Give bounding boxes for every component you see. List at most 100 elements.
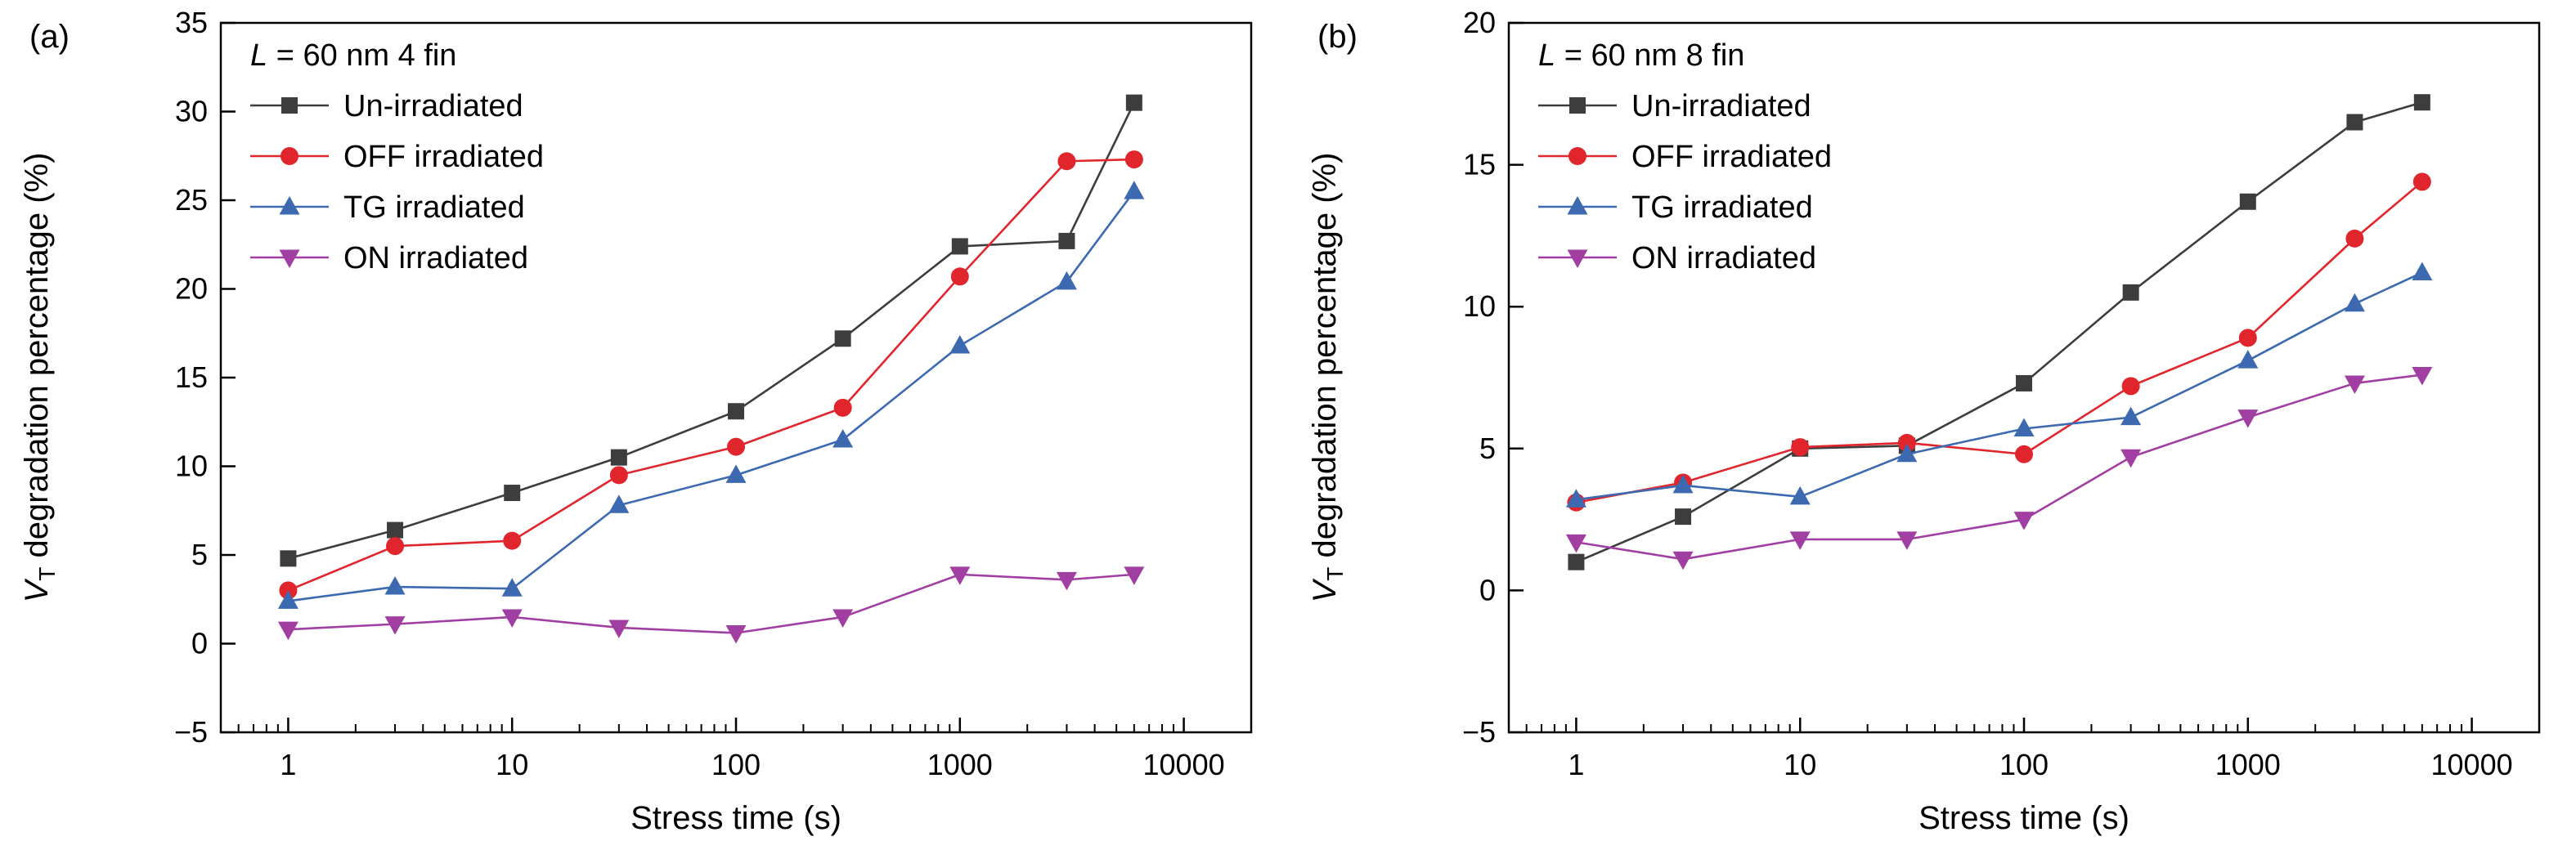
legend-label: ON irradiated [1631, 241, 1816, 275]
x-tick-label: 1000 [2215, 748, 2281, 781]
data-point [2412, 367, 2433, 386]
data-point [608, 494, 630, 513]
y-tick-label: 0 [1479, 573, 1496, 606]
data-point [1789, 485, 1811, 505]
data-point [503, 531, 522, 550]
legend-marker-triangle-down [279, 249, 300, 268]
y-tick-label: 25 [175, 183, 208, 217]
x-axis-label: Stress time (s) [1919, 800, 2129, 836]
data-point [1568, 553, 1585, 570]
series-tg-irradiated [1565, 262, 2433, 508]
legend-marker-circle [280, 147, 298, 165]
legend-label: OFF irradiated [343, 140, 544, 174]
data-point [2412, 262, 2433, 281]
y-tick-label: 0 [191, 627, 208, 660]
data-point [1057, 152, 1076, 171]
x-axis: 1 10 100 1000 10000 [220, 718, 1252, 781]
chart-panel-b: 1 10 100 1000 10000 −5 0 5 10 15 20 Stress time (s)… [1288, 0, 2576, 850]
legend: L = 60 nm 4 fin Un-irradiated OFF irradiat… [250, 38, 544, 275]
data-point [608, 620, 630, 638]
data-point [2015, 445, 2033, 463]
data-point [2345, 229, 2364, 248]
panel-label: (a) [29, 19, 70, 55]
data-point [277, 590, 298, 609]
series-off-irradiated [279, 150, 1143, 600]
data-point [727, 437, 745, 456]
data-point [1565, 489, 1586, 508]
data-point [951, 238, 968, 255]
chart-a-svg: 1 10 10 0 1000 10000 −5 0 5 10 15 20 25 30 35 Stress ti… [19, 6, 1253, 836]
chart-b-svg: 1 10 100 1000 10000 −5 0 5 10 15 20 Stress time (s)… [1307, 6, 2541, 836]
y-tick-label: 15 [1463, 148, 1496, 181]
legend-title: L = 60 nm 4 fin [250, 38, 456, 73]
x-tick-label: 1000 [927, 748, 993, 781]
panel-label: (b) [1317, 19, 1358, 55]
legend-marker-circle [1568, 147, 1586, 165]
data-point [2121, 377, 2140, 396]
data-point [725, 624, 747, 644]
legend: L = 60 nm 8 fin Un-irradiated OFF irradiat… [1538, 38, 1832, 275]
series-on-irradiated [1565, 367, 2433, 570]
data-point [1124, 181, 1145, 199]
data-point [949, 566, 971, 585]
data-point [833, 398, 852, 417]
legend-marker-square [1569, 97, 1586, 114]
data-point [1058, 232, 1075, 249]
x-axis: 1 10 100 1000 10000 [1508, 718, 2540, 781]
y-tick-label: 5 [191, 538, 208, 571]
data-point [2120, 406, 2142, 426]
data-point [1789, 531, 1811, 550]
series-on-irradiated [277, 566, 1145, 644]
data-point [1056, 571, 1077, 591]
data-point [950, 267, 969, 286]
y-axis: −5 0 5 10 15 20 25 30 35 [174, 6, 236, 749]
legend-marker-triangle-up [1567, 196, 1588, 215]
legend-label: Un-irradiated [1631, 89, 1811, 123]
y-tick-label: 20 [175, 272, 208, 306]
y-tick-label: 30 [175, 95, 208, 128]
data-point [1896, 443, 1918, 463]
legend-marker-triangle-down [1567, 249, 1588, 268]
data-point [277, 621, 298, 641]
y-tick-label: 10 [1463, 289, 1496, 323]
data-point [728, 403, 744, 420]
data-point [2120, 449, 2142, 468]
y-tick-label: −5 [174, 715, 208, 749]
data-point [2016, 374, 2032, 391]
y-tick-label: 15 [175, 360, 208, 394]
data-point [2013, 512, 2035, 530]
x-tick-label: 10000 [1143, 748, 1225, 781]
y-tick-label: −5 [1462, 715, 1496, 749]
legend-label: TG irradiated [343, 190, 525, 225]
data-point [834, 330, 851, 347]
data-point [2238, 329, 2257, 347]
data-point [1056, 271, 1077, 290]
y-tick-label: 10 [175, 450, 208, 483]
data-point [387, 521, 404, 539]
data-point [2344, 293, 2365, 312]
data-point [501, 578, 523, 597]
data-point [1791, 438, 1810, 457]
x-axis-label: Stress time (s) [631, 800, 841, 836]
legend-marker-square [281, 97, 298, 114]
y-tick-label: 35 [175, 6, 208, 39]
data-point [1125, 94, 1142, 111]
legend-label: Un-irradiated [343, 89, 523, 123]
data-point [949, 334, 971, 354]
x-tick-label: 10 [1784, 748, 1816, 781]
data-point [1672, 474, 1694, 494]
legend-label: OFF irradiated [1631, 140, 1832, 174]
data-point [279, 581, 298, 600]
data-point [1896, 531, 1918, 550]
data-point [610, 449, 627, 466]
data-point [2237, 409, 2259, 428]
y-tick-label: 5 [1479, 432, 1496, 465]
data-point [609, 466, 628, 485]
y-axis: −5 0 5 10 15 20 [1462, 6, 1524, 749]
data-point [2013, 418, 2035, 436]
data-point [1675, 508, 1692, 526]
x-tick-label: 1 [280, 748, 296, 781]
x-tick-label: 10 [496, 748, 528, 781]
data-point [2413, 94, 2430, 111]
